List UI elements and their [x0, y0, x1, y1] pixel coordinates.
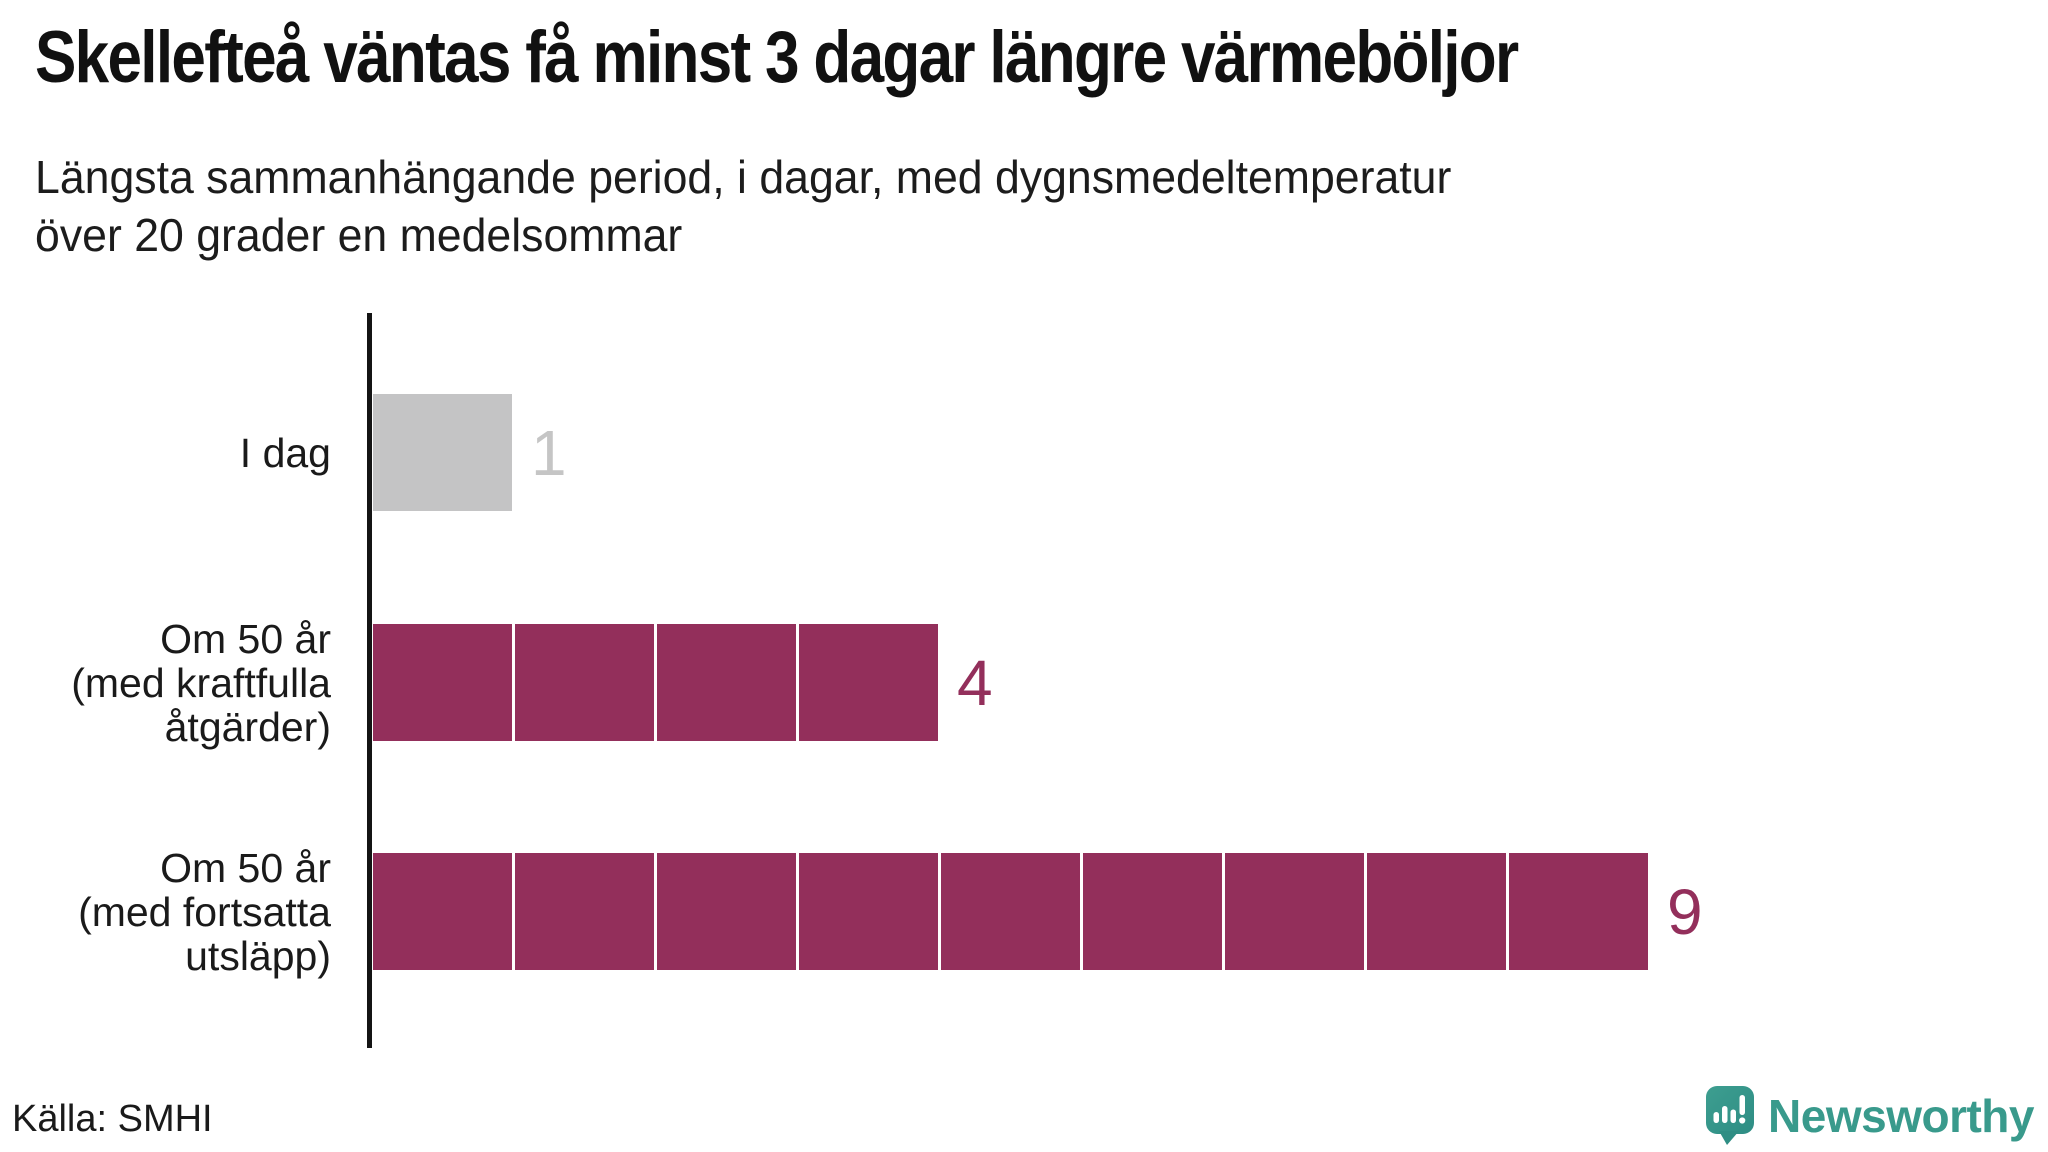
chart-subtitle-line-1: Längsta sammanhängande period, i dagar, … — [35, 151, 1452, 203]
bar-50yr-measures — [373, 624, 938, 741]
newsworthy-speech-bubble-icon — [1706, 1086, 1755, 1145]
source-note: Källa: SMHI — [12, 1098, 213, 1140]
category-label-line: Om 50 år — [160, 844, 331, 891]
category-label-line: (med kraftfulla — [71, 659, 331, 706]
category-label-line: Om 50 år — [160, 615, 331, 662]
bar-track-50yr-emissions: 9 — [373, 853, 1703, 970]
bar-row-50yr-emissions: Om 50 år (med fortsatta utsläpp) 9 — [0, 846, 2048, 978]
value-label-50yr-measures: 4 — [957, 646, 993, 719]
chart-subtitle-line-2: över 20 grader en medelsommar — [35, 209, 683, 261]
category-label-50yr-measures: Om 50 år (med kraftfulla åtgärder) — [0, 617, 331, 749]
category-label-line: I dag — [239, 429, 331, 476]
category-label-line: utsläpp) — [185, 932, 331, 979]
category-label-50yr-emissions: Om 50 år (med fortsatta utsläpp) — [0, 846, 331, 978]
category-label-line: åtgärder) — [164, 703, 331, 750]
bar-today — [373, 394, 512, 511]
value-label-50yr-emissions: 9 — [1667, 875, 1703, 948]
chart-title: Skellefteå väntas få minst 3 dagar längr… — [35, 17, 1519, 98]
bar-track-today: 1 — [373, 394, 567, 511]
newsworthy-logo: Newsworthy — [1705, 1085, 2034, 1146]
bar-row-50yr-measures: Om 50 år (med kraftfulla åtgärder) 4 — [0, 617, 2048, 749]
category-label-today: I dag — [0, 394, 331, 511]
chart-subtitle: Längsta sammanhängande period, i dagar, … — [35, 148, 1451, 264]
category-label-line: (med fortsatta — [78, 888, 331, 935]
y-axis-line — [367, 313, 372, 1048]
bar-50yr-emissions — [373, 853, 1648, 970]
value-label-today: 1 — [531, 416, 567, 489]
brand-name: Newsworthy — [1768, 1089, 2034, 1142]
bar-row-today: I dag 1 — [0, 394, 2048, 511]
bar-track-50yr-measures: 4 — [373, 624, 993, 741]
